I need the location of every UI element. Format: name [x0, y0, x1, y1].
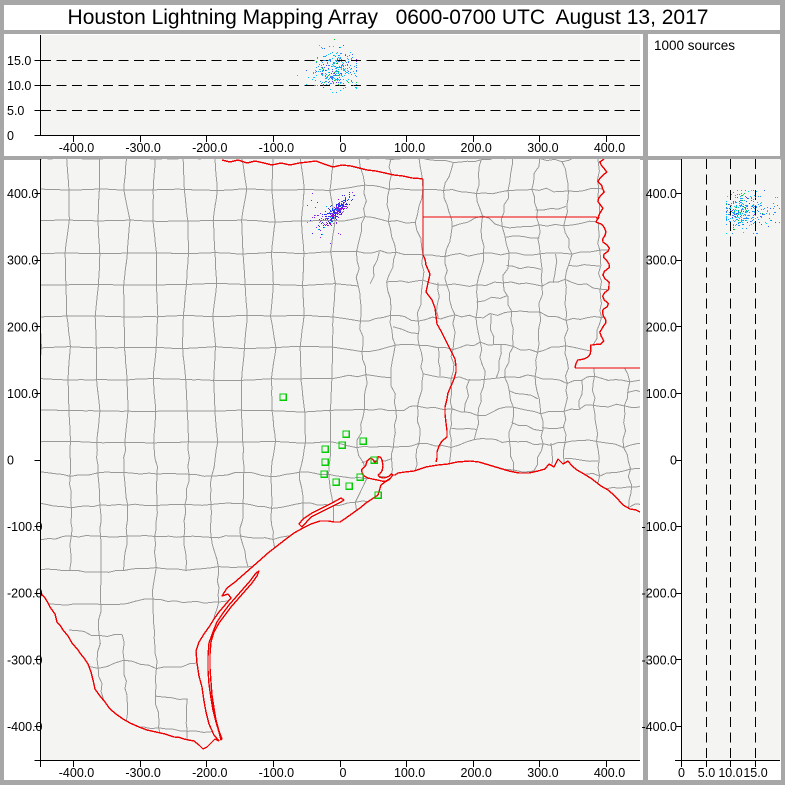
svg-text:0: 0: [340, 766, 347, 780]
svg-text:400.0: 400.0: [646, 187, 677, 201]
svg-text:15.0: 15.0: [7, 54, 31, 68]
svg-text:-300.0: -300.0: [642, 653, 677, 667]
svg-text:-200.0: -200.0: [192, 141, 227, 155]
svg-text:-100.0: -100.0: [259, 141, 294, 155]
svg-text:-300.0: -300.0: [125, 141, 160, 155]
svg-text:-300.0: -300.0: [7, 653, 42, 667]
svg-text:-100.0: -100.0: [642, 520, 677, 534]
svg-text:-300.0: -300.0: [125, 766, 160, 780]
svg-text:0: 0: [7, 129, 14, 143]
svg-text:0: 0: [678, 766, 685, 780]
svg-text:200.0: 200.0: [646, 320, 677, 334]
svg-text:100.0: 100.0: [394, 141, 425, 155]
svg-text:-200.0: -200.0: [7, 587, 42, 601]
svg-text:200.0: 200.0: [7, 320, 38, 334]
svg-text:100.0: 100.0: [7, 387, 38, 401]
svg-text:1000 sources: 1000 sources: [654, 38, 735, 53]
svg-text:10.0: 10.0: [718, 766, 742, 780]
svg-text:300.0: 300.0: [527, 766, 558, 780]
svg-text:-400.0: -400.0: [7, 720, 42, 734]
svg-text:Houston Lightning Mapping Arra: Houston Lightning Mapping Array 0600-070…: [68, 6, 709, 29]
svg-text:400.0: 400.0: [594, 141, 625, 155]
svg-text:15.0: 15.0: [743, 766, 767, 780]
svg-text:300.0: 300.0: [7, 254, 38, 268]
svg-text:100.0: 100.0: [394, 766, 425, 780]
svg-text:-200.0: -200.0: [192, 766, 227, 780]
svg-text:300.0: 300.0: [646, 254, 677, 268]
svg-text:-400.0: -400.0: [59, 766, 94, 780]
svg-text:0: 0: [7, 454, 14, 468]
svg-text:200.0: 200.0: [461, 141, 492, 155]
svg-text:100.0: 100.0: [646, 387, 677, 401]
svg-text:5.0: 5.0: [698, 766, 715, 780]
svg-text:0: 0: [340, 141, 347, 155]
svg-text:-100.0: -100.0: [7, 520, 42, 534]
svg-text:-400.0: -400.0: [59, 141, 94, 155]
svg-text:400.0: 400.0: [7, 187, 38, 201]
svg-text:10.0: 10.0: [7, 79, 31, 93]
svg-text:-400.0: -400.0: [642, 720, 677, 734]
svg-text:200.0: 200.0: [461, 766, 492, 780]
svg-text:400.0: 400.0: [594, 766, 625, 780]
svg-text:-200.0: -200.0: [642, 587, 677, 601]
svg-text:-100.0: -100.0: [259, 766, 294, 780]
svg-text:300.0: 300.0: [527, 141, 558, 155]
svg-text:0: 0: [670, 454, 677, 468]
svg-text:5.0: 5.0: [7, 104, 24, 118]
